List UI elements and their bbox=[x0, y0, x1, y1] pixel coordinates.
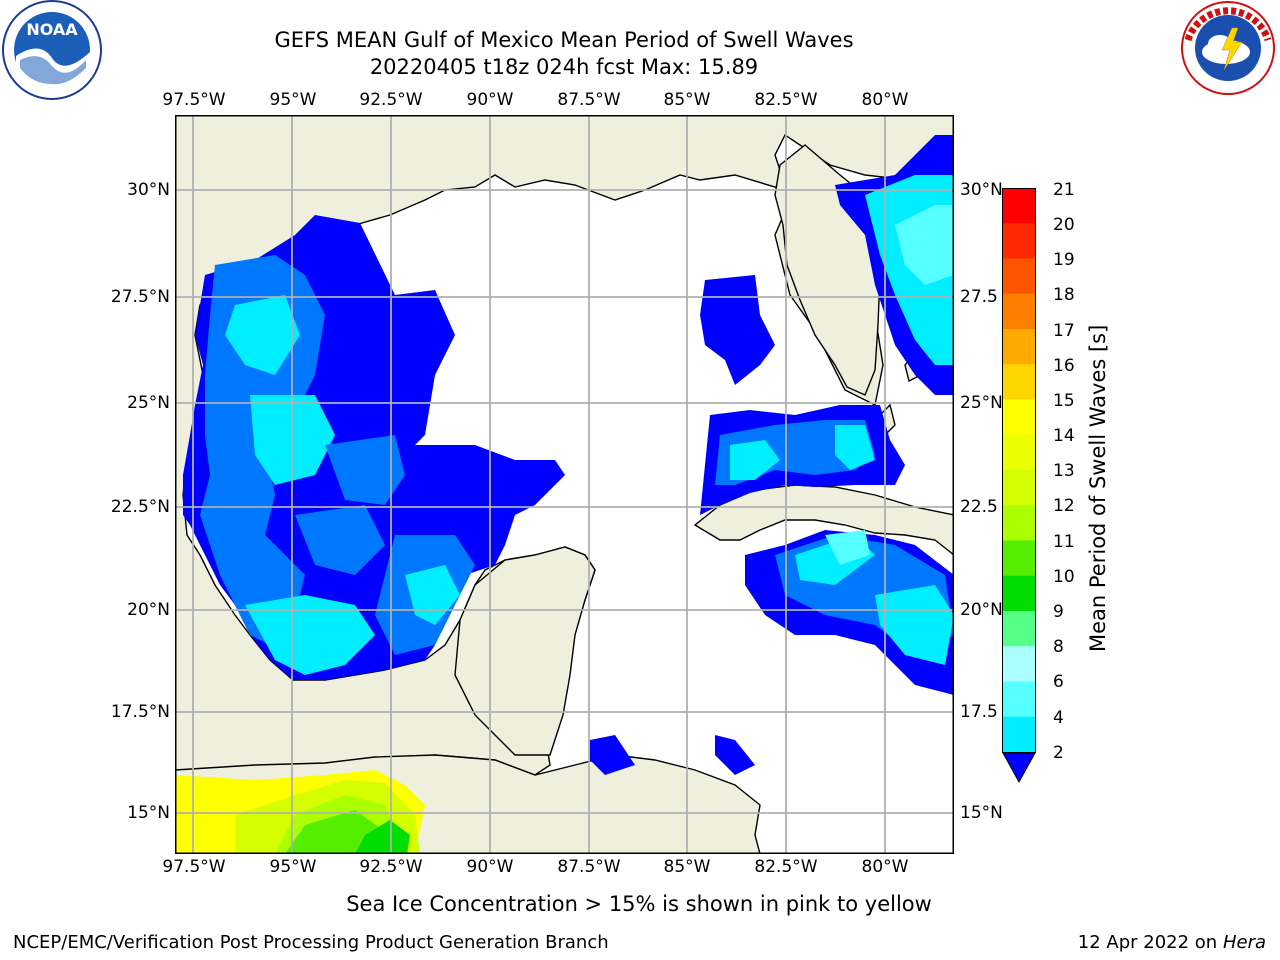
lon-label-top: 97.5°W bbox=[162, 90, 226, 110]
nws-logo-graphic bbox=[1181, 1, 1275, 95]
colorbar-tick-label: 10 bbox=[1053, 567, 1075, 587]
colorbar-tick-label: 12 bbox=[1053, 496, 1075, 516]
lon-label-top: 85°W bbox=[663, 90, 711, 110]
chart-title: GEFS MEAN Gulf of Mexico Mean Period of … bbox=[274, 28, 854, 52]
colorbar-block bbox=[1002, 188, 1036, 224]
lon-label-bottom: 85°W bbox=[663, 857, 711, 877]
colorbar-tick-label: 13 bbox=[1053, 461, 1075, 481]
colorbar-tick-label: 11 bbox=[1053, 532, 1075, 552]
colorbar-block bbox=[1002, 399, 1036, 436]
colorbar-block bbox=[1002, 505, 1036, 541]
colorbar-block bbox=[1002, 575, 1036, 612]
lon-label-top: 82.5°W bbox=[754, 90, 818, 110]
colorbar-block bbox=[1002, 364, 1036, 400]
pacific-swell-field bbox=[175, 770, 425, 854]
colorbar-block bbox=[1002, 716, 1036, 753]
lat-label-left: 20°N bbox=[127, 600, 170, 620]
colorbar-frame bbox=[1002, 188, 1036, 753]
lat-label-right: 22.5 bbox=[960, 497, 998, 517]
noaa-logo-graphic: NOAA bbox=[2, 0, 102, 100]
lon-label-bottom: 97.5°W bbox=[162, 857, 226, 877]
lat-label-right: 27.5 bbox=[960, 287, 998, 307]
colorbar-tick-label: 18 bbox=[1053, 285, 1075, 305]
nws-logo bbox=[1176, 0, 1280, 100]
colorbar-block bbox=[1002, 434, 1036, 471]
lon-label-top: 87.5°W bbox=[557, 90, 621, 110]
colorbar-tick-label: 19 bbox=[1053, 250, 1075, 270]
colorbar-tick-label: 16 bbox=[1053, 356, 1075, 376]
noaa-logo: NOAA bbox=[0, 0, 104, 104]
lon-label-bottom: 80°W bbox=[861, 857, 909, 877]
colorbar-block bbox=[1002, 646, 1036, 682]
colorbar-block bbox=[1002, 293, 1036, 330]
colorbar-tick-label: 9 bbox=[1053, 602, 1064, 622]
colorbar-tick-label: 2 bbox=[1053, 743, 1064, 763]
gulf-swell-field bbox=[183, 135, 954, 775]
chart-subtitle: 20220405 t18z 024h fcst Max: 15.89 bbox=[369, 55, 759, 79]
lat-label-left: 27.5°N bbox=[110, 287, 170, 307]
colorbar-block bbox=[1002, 681, 1036, 718]
lon-label-bottom: 92.5°W bbox=[359, 857, 423, 877]
map-frame bbox=[175, 115, 954, 854]
colorbar-tick-label: 14 bbox=[1053, 426, 1075, 446]
colorbar-block bbox=[1002, 611, 1036, 647]
lat-label-left: 17.5°N bbox=[110, 702, 170, 722]
colorbar bbox=[1002, 188, 1036, 784]
lat-label-left: 25°N bbox=[127, 393, 170, 413]
lat-label-right: 15°N bbox=[960, 803, 1003, 823]
lon-label-top: 95°W bbox=[269, 90, 317, 110]
sea-ice-note: Sea Ice Concentration > 15% is shown in … bbox=[0, 892, 1279, 916]
lat-label-right: 20°N bbox=[960, 600, 1003, 620]
colorbar-tick-label: 17 bbox=[1053, 321, 1075, 341]
footer-credit: NCEP/EMC/Verification Post Processing Pr… bbox=[13, 932, 609, 953]
footer-date: 12 Apr 2022 on Hera bbox=[1078, 933, 1266, 953]
lon-label-bottom: 90°W bbox=[466, 857, 514, 877]
lat-label-left: 15°N bbox=[127, 803, 170, 823]
colorbar-tick-label: 15 bbox=[1053, 391, 1075, 411]
colorbar-tick-label: 20 bbox=[1053, 215, 1075, 235]
lat-label-right: 17.5 bbox=[960, 702, 998, 722]
sea-ice-note-text: Sea Ice Concentration > 15% is shown in … bbox=[346, 892, 932, 916]
colorbar-block bbox=[1002, 258, 1036, 295]
colorbar-block bbox=[1002, 470, 1036, 506]
colorbar-block bbox=[1002, 223, 1036, 259]
colorbar-extend-arrow bbox=[1002, 752, 1036, 784]
colorbar-tick-label: 4 bbox=[1053, 708, 1064, 728]
lat-label-left: 22.5°N bbox=[110, 497, 170, 517]
colorbar-title: Mean Period of Swell Waves [s] bbox=[1086, 324, 1110, 652]
lon-label-top: 80°W bbox=[861, 90, 909, 110]
colorbar-block bbox=[1002, 329, 1036, 365]
lat-label-left: 30°N bbox=[127, 180, 170, 200]
svg-text:NOAA: NOAA bbox=[26, 20, 78, 39]
colorbar-block bbox=[1002, 540, 1036, 577]
colorbar-tick-label: 21 bbox=[1053, 180, 1075, 200]
footer-host: Hera bbox=[1222, 932, 1266, 953]
lon-label-bottom: 95°W bbox=[269, 857, 317, 877]
map-canvas bbox=[175, 115, 954, 854]
lat-label-right: 25°N bbox=[960, 393, 1003, 413]
footer-date-text: 12 Apr 2022 on bbox=[1077, 932, 1223, 953]
lon-label-top: 92.5°W bbox=[359, 90, 423, 110]
lon-label-top: 90°W bbox=[466, 90, 514, 110]
colorbar-tick-label: 8 bbox=[1053, 637, 1064, 657]
lon-label-bottom: 87.5°W bbox=[557, 857, 621, 877]
graticule bbox=[175, 115, 954, 854]
lat-label-right: 30°N bbox=[960, 180, 1003, 200]
colorbar-tick-label: 6 bbox=[1053, 672, 1064, 692]
lon-label-bottom: 82.5°W bbox=[754, 857, 818, 877]
